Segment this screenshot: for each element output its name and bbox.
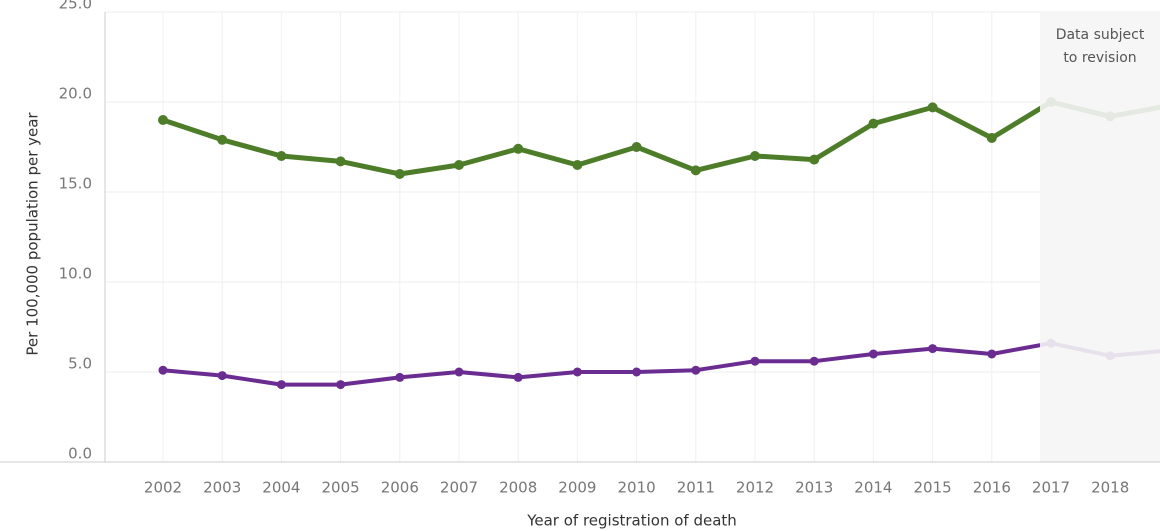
x-tick-label: 2018	[1091, 479, 1129, 497]
data-point	[276, 151, 287, 161]
revision-shade	[1040, 12, 1160, 462]
x-tick-label: 2011	[677, 479, 715, 497]
data-point	[928, 344, 938, 354]
data-point	[868, 118, 879, 129]
y-tick-label: 0.0	[68, 445, 92, 463]
data-point	[158, 115, 168, 125]
x-tick-label: 2004	[262, 479, 300, 497]
data-point	[572, 160, 583, 170]
data-point	[809, 154, 820, 165]
y-tick-label: 25.0	[59, 0, 92, 13]
data-point	[986, 133, 997, 143]
data-point	[927, 102, 938, 113]
data-point	[454, 160, 464, 170]
data-point	[513, 372, 523, 382]
data-point	[632, 367, 642, 377]
x-axis-title: Year of registration of death	[526, 512, 737, 530]
data-point	[158, 365, 168, 375]
x-tick-label: 2003	[203, 479, 241, 497]
data-point	[336, 380, 346, 390]
series-line	[162, 99, 1160, 177]
data-point	[335, 156, 346, 167]
series-line	[162, 341, 1160, 387]
y-tick-label: 15.0	[59, 175, 92, 193]
annotation: to revision	[1063, 50, 1136, 66]
data-point	[276, 380, 286, 390]
x-tick-label: 2010	[618, 479, 656, 497]
x-tick-label: 2012	[736, 479, 774, 497]
x-tick-label: 2002	[144, 479, 182, 497]
data-point	[217, 371, 227, 381]
y-axis-title: Per 100,000 population per year	[24, 112, 42, 356]
data-point	[691, 365, 701, 375]
x-tick-label: 2006	[381, 479, 419, 497]
data-point	[750, 151, 760, 161]
x-tick-label: 2016	[973, 479, 1011, 497]
x-tick-label: 2005	[322, 479, 360, 497]
annotation: Data subject	[1056, 27, 1145, 43]
x-tick-label: 2017	[1032, 479, 1070, 497]
data-point	[572, 367, 582, 377]
data-point	[513, 143, 524, 154]
x-tick-label: 2007	[440, 479, 478, 497]
data-point	[690, 165, 701, 176]
y-tick-label: 10.0	[59, 265, 92, 283]
data-point	[750, 356, 760, 366]
data-point	[395, 372, 405, 382]
data-point	[809, 356, 819, 366]
data-point	[394, 169, 405, 179]
x-tick-label: 2014	[854, 479, 892, 497]
y-tick-label: 5.0	[68, 355, 92, 373]
x-tick-label: 2013	[795, 479, 833, 497]
x-tick-label: 2015	[914, 479, 952, 497]
x-tick-label: 2009	[558, 479, 596, 497]
data-point	[454, 367, 464, 377]
data-point	[868, 349, 878, 359]
data-point	[217, 134, 228, 145]
x-tick-label: 2008	[499, 479, 537, 497]
y-tick-label: 20.0	[59, 85, 92, 103]
data-point	[987, 349, 997, 359]
data-point	[631, 142, 642, 152]
